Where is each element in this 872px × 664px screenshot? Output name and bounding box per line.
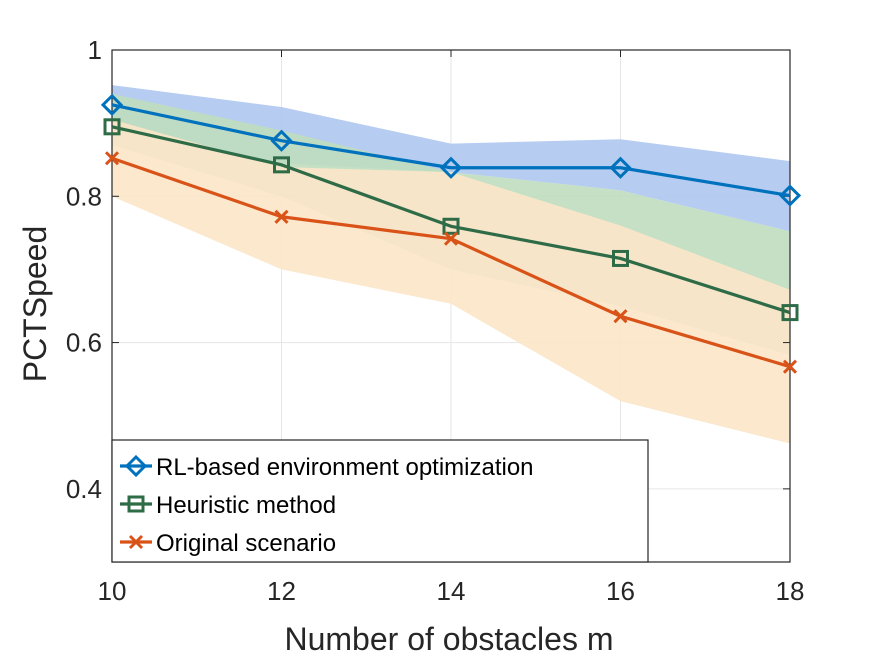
y-tick-label: 0.8 xyxy=(66,181,102,211)
legend-marker-3-stroke xyxy=(128,534,144,550)
y-tick-label: 0.4 xyxy=(66,474,102,504)
x-tick-label: 14 xyxy=(437,576,466,606)
point-series-3 xyxy=(613,309,628,324)
y-tick-label: 1 xyxy=(88,35,102,65)
point-series-1 xyxy=(609,156,632,179)
tick-labels: 10 12 14 16 18 0.4 0.6 0.8 1 xyxy=(66,35,805,606)
point-series-1 xyxy=(439,156,463,179)
legend-label-3: Original scenario xyxy=(156,530,336,557)
point-series-3-stroke xyxy=(613,309,628,324)
legend-label-2: Heuristic method xyxy=(156,492,336,519)
point-series-2 xyxy=(781,304,799,322)
y-axis-label: PCTSpeed xyxy=(17,226,53,383)
point-series-1 xyxy=(778,184,802,207)
series-markers xyxy=(100,93,802,374)
point-series-2 xyxy=(612,249,629,267)
point-series-1 xyxy=(100,93,124,116)
point-series-2 xyxy=(103,118,121,136)
point-series-3 xyxy=(104,151,120,166)
x-axis-label: Number of obstacles m xyxy=(284,621,613,657)
point-series-2 xyxy=(442,217,460,235)
point-series-3-stroke xyxy=(274,209,289,224)
point-series-3-stroke xyxy=(782,359,798,374)
x-tick-label: 16 xyxy=(606,576,635,606)
point-series-3 xyxy=(443,231,459,246)
point-series-1 xyxy=(270,129,293,152)
x-tick-label: 18 xyxy=(776,576,805,606)
point-series-3 xyxy=(782,359,798,374)
legend-marker-2 xyxy=(127,495,145,513)
point-series-3 xyxy=(274,209,289,224)
line-series-1 xyxy=(111,103,791,198)
band-series-3 xyxy=(112,119,790,444)
point-series-3-stroke xyxy=(104,151,120,166)
legend-box xyxy=(111,439,649,563)
point-series-3-stroke xyxy=(443,231,459,246)
x-tick-label: 12 xyxy=(267,576,296,606)
point-series-2 xyxy=(273,156,290,174)
line-series-2 xyxy=(111,125,791,315)
x-tick-label: 10 xyxy=(98,576,127,606)
legend: RL-based environment optimization Heurist… xyxy=(111,439,649,563)
legend-marker-1 xyxy=(124,454,148,478)
legend-marker-3 xyxy=(128,534,144,550)
y-tick-label: 0.6 xyxy=(66,328,102,358)
legend-label-1: RL-based environment optimization xyxy=(156,454,534,481)
